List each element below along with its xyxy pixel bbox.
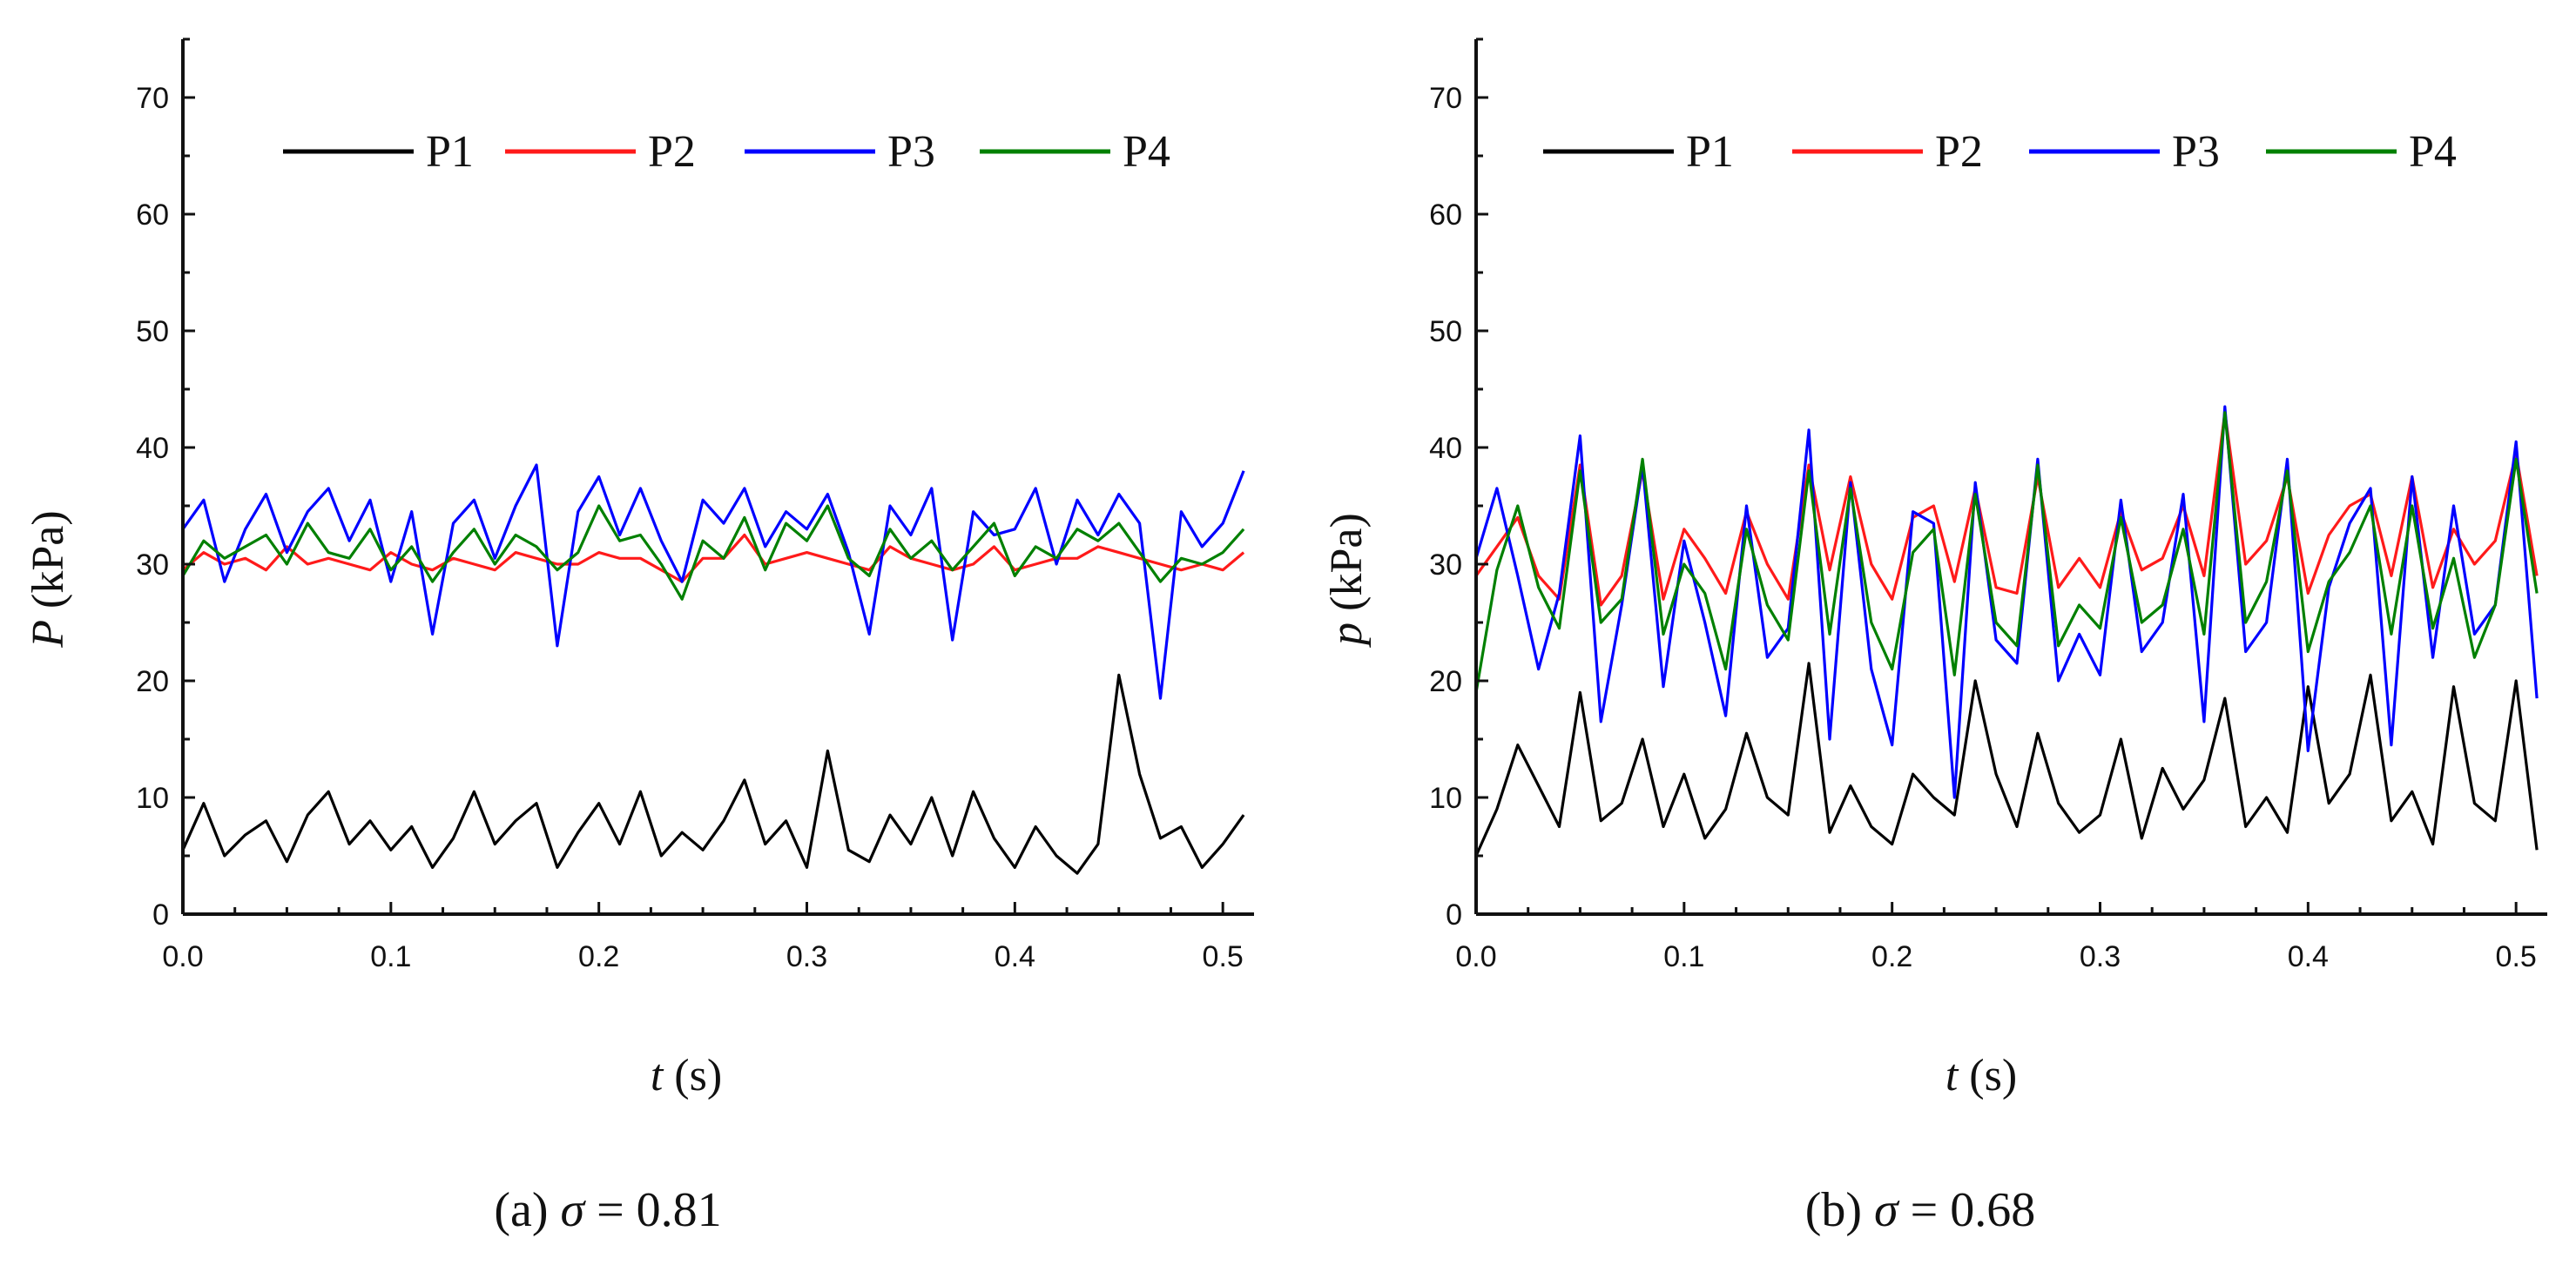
panel-a-y-tick-label: 70 xyxy=(136,82,169,115)
panel-b-axes xyxy=(1474,39,2547,916)
panel-b-y-tick-label: 0 xyxy=(1446,898,1462,932)
panel-b-y-axis-title: p (kPa) xyxy=(1322,513,1372,649)
panel-a-y-tick-label: 20 xyxy=(136,665,169,698)
panel-a-x-axis-title: t (s) xyxy=(651,1051,722,1100)
panel-a-x-tick-label: 0.4 xyxy=(995,940,1035,973)
panel-a-y-tick-label: 30 xyxy=(136,548,169,582)
panel-b-y-tick-label: 10 xyxy=(1429,782,1462,815)
panel-b-y-tick-label: 30 xyxy=(1429,548,1462,582)
panel-b-series-p4-line xyxy=(1474,411,2539,693)
panel-b-y-tick-label: 70 xyxy=(1429,82,1462,115)
panel-a-y-tick-label: 60 xyxy=(136,198,169,232)
panel-a-caption: (a) σ = 0.81 xyxy=(494,1183,721,1237)
panel-a-axes xyxy=(181,39,1254,916)
panel-a-x-tick-label: 0.0 xyxy=(162,940,203,973)
panel-b-y-tick-label: 40 xyxy=(1429,432,1462,465)
panel-b-caption: (b) σ = 0.68 xyxy=(1805,1183,2036,1237)
panel-a: 0 10 20 30 40 50 60 70 0.0 0.1 0.2 0.3 0.4 0.5 P1 P2 P3… xyxy=(24,37,1254,1237)
panel-a-legend: P1 P2 P3 P4 xyxy=(283,127,1170,177)
panel-b-ticks: 0 10 20 30 40 50 60 70 0.0 0.1 0.2 0.3 0.4 0.5 xyxy=(1429,37,2537,973)
panel-b-x-tick-label: 0.2 xyxy=(1871,940,1912,973)
panel-b-y-tick-label: 20 xyxy=(1429,665,1462,698)
panel-a-legend-label-p3: P3 xyxy=(887,127,935,177)
panel-b-series-p1-line xyxy=(1474,662,2539,857)
panel-b-y-tick-label: 50 xyxy=(1429,315,1462,348)
panel-b-x-tick-label: 0.4 xyxy=(2288,940,2329,973)
panel-a-series-p4-line xyxy=(181,504,1245,601)
panel-a-legend-label-p4: P4 xyxy=(1123,127,1170,177)
panel-a-series-p1-line xyxy=(181,673,1245,875)
panel-b-legend-label-p2: P2 xyxy=(1935,127,1983,177)
panel-a-x-tick-label: 0.3 xyxy=(786,940,827,973)
panel-b: 0 10 20 30 40 50 60 70 0.0 0.1 0.2 0.3 0.4 0.5 P1 P2 P3… xyxy=(1322,37,2547,1237)
panel-b-legend-label-p4: P4 xyxy=(2409,127,2457,177)
panel-b-legend-label-p3: P3 xyxy=(2172,127,2220,177)
panel-b-legend: P1 P2 P3 P4 xyxy=(1543,127,2457,177)
panel-a-x-tick-label: 0.5 xyxy=(1203,940,1244,973)
panel-b-x-axis-title: t (s) xyxy=(1945,1051,2017,1100)
panel-b-legend-label-p1: P1 xyxy=(1686,127,1734,177)
panel-a-y-tick-label: 50 xyxy=(136,315,169,348)
panel-a-series-p2-line xyxy=(181,533,1245,583)
panel-b-y-tick-label: 60 xyxy=(1429,198,1462,232)
panel-a-y-tick-label: 40 xyxy=(136,432,169,465)
panel-b-series-p3-line xyxy=(1474,405,2539,799)
panel-a-ticks: 0 10 20 30 40 50 60 70 0.0 0.1 0.2 0.3 0.4 0.5 xyxy=(136,37,1244,973)
panel-a-x-tick-label: 0.1 xyxy=(370,940,411,973)
panel-a-y-axis-title: P (kPa) xyxy=(24,510,73,648)
panel-a-y-tick-label: 10 xyxy=(136,782,169,815)
panel-a-series-p3-line xyxy=(181,463,1245,700)
panel-a-x-tick-label: 0.2 xyxy=(578,940,619,973)
panel-a-plot-lines xyxy=(181,463,1245,875)
panel-a-y-tick-label: 0 xyxy=(152,898,169,932)
panel-b-plot-lines xyxy=(1474,405,2539,857)
panel-b-x-tick-label: 0.3 xyxy=(2080,940,2121,973)
panel-a-legend-label-p2: P2 xyxy=(648,127,696,177)
panel-b-x-tick-label: 0.0 xyxy=(1455,940,1496,973)
panel-b-x-tick-label: 0.1 xyxy=(1663,940,1704,973)
panel-b-x-tick-label: 0.5 xyxy=(2496,940,2537,973)
panel-a-legend-label-p1: P1 xyxy=(426,127,474,177)
